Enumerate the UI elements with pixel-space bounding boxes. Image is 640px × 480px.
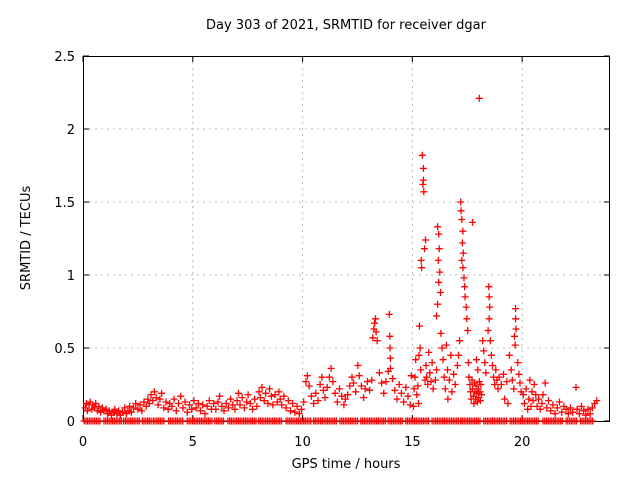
y-tick-label: 0.5 bbox=[54, 342, 75, 357]
x-tick-label: 10 bbox=[294, 435, 311, 450]
y-tick-label: 1.5 bbox=[54, 196, 75, 211]
scatter-points-series bbox=[80, 94, 601, 425]
y-axis-tick-labels: 0 0.5 1 1.5 2 2.5 bbox=[54, 50, 75, 430]
chart-title: Day 303 of 2021, SRMTID for receiver dga… bbox=[206, 18, 487, 33]
x-axis-label: GPS time / hours bbox=[292, 457, 401, 472]
grid-lines bbox=[83, 56, 610, 421]
x-axis-tick-labels: 0 5 10 15 20 bbox=[79, 435, 531, 450]
x-tick-label: 15 bbox=[404, 435, 421, 450]
x-tick-label: 5 bbox=[189, 435, 197, 450]
y-tick-label: 2.5 bbox=[54, 50, 75, 65]
y-tick-label: 2 bbox=[67, 123, 75, 138]
y-axis-label: SRMTID / TECUs bbox=[19, 186, 34, 291]
y-tick-label: 1 bbox=[67, 269, 75, 284]
x-tick-label: 20 bbox=[514, 435, 531, 450]
y-tick-label: 0 bbox=[67, 415, 75, 430]
x-tick-label: 0 bbox=[79, 435, 87, 450]
